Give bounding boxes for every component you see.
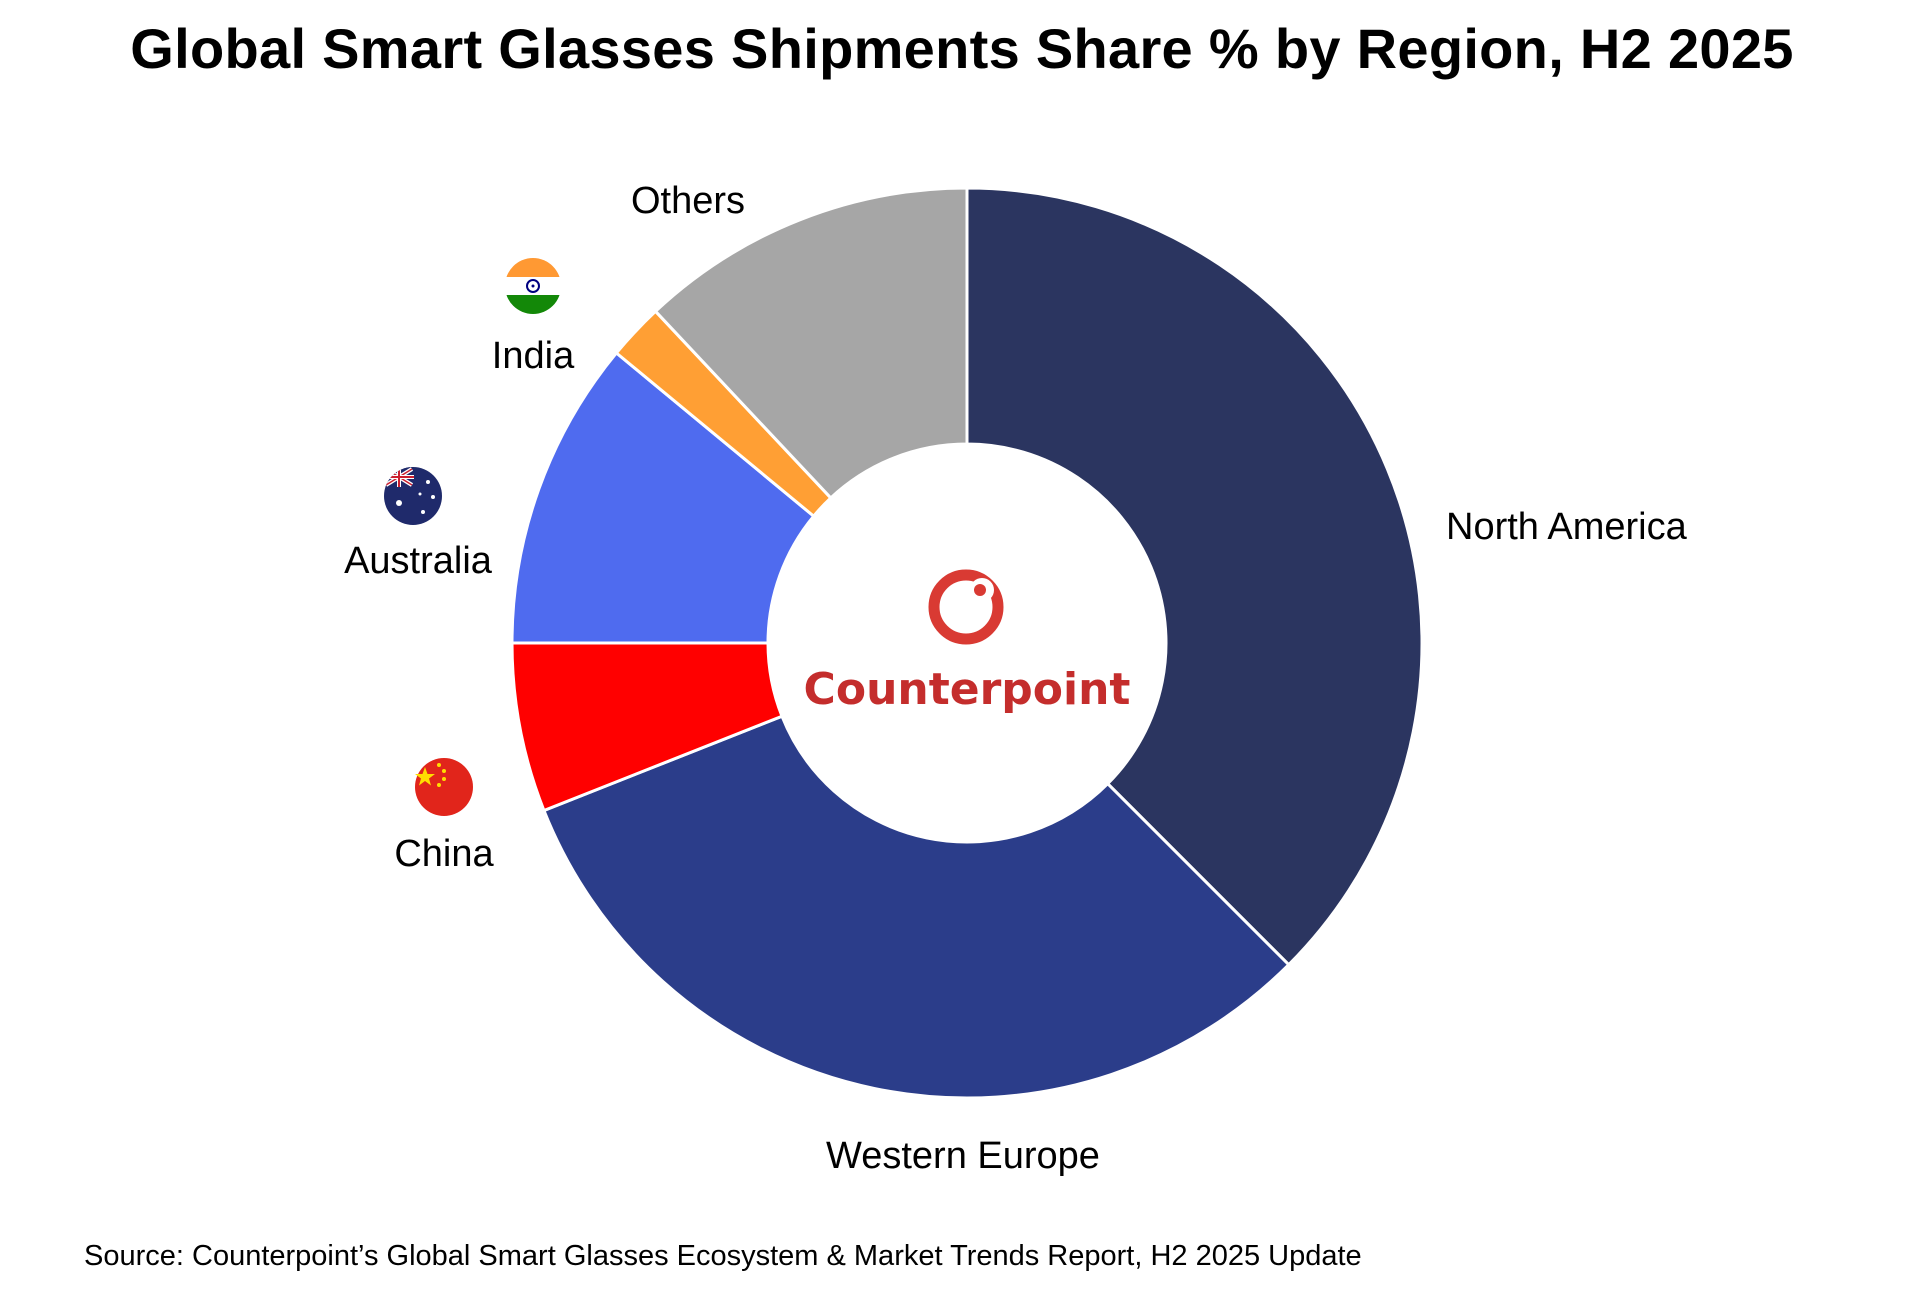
label-north-america: North America xyxy=(1446,506,1688,548)
label-india: India xyxy=(492,335,575,377)
australia-flag-icon xyxy=(384,467,442,525)
label-australia: Australia xyxy=(344,540,493,582)
india-flag-icon xyxy=(505,258,561,314)
counterpoint-logo-icon xyxy=(928,569,1004,645)
china-flag-icon xyxy=(415,758,473,816)
label-others: Others xyxy=(631,180,745,222)
label-western-europe: Western Europe xyxy=(826,1135,1100,1177)
source-note: Source: Counterpoint’s Global Smart Glas… xyxy=(84,1240,1362,1272)
label-china: China xyxy=(394,833,494,875)
chart-title: Global Smart Glasses Shipments Share % b… xyxy=(130,17,1794,80)
center-logo-text: Counterpoint xyxy=(804,664,1131,715)
center-logo: Counterpoint xyxy=(768,444,1166,842)
